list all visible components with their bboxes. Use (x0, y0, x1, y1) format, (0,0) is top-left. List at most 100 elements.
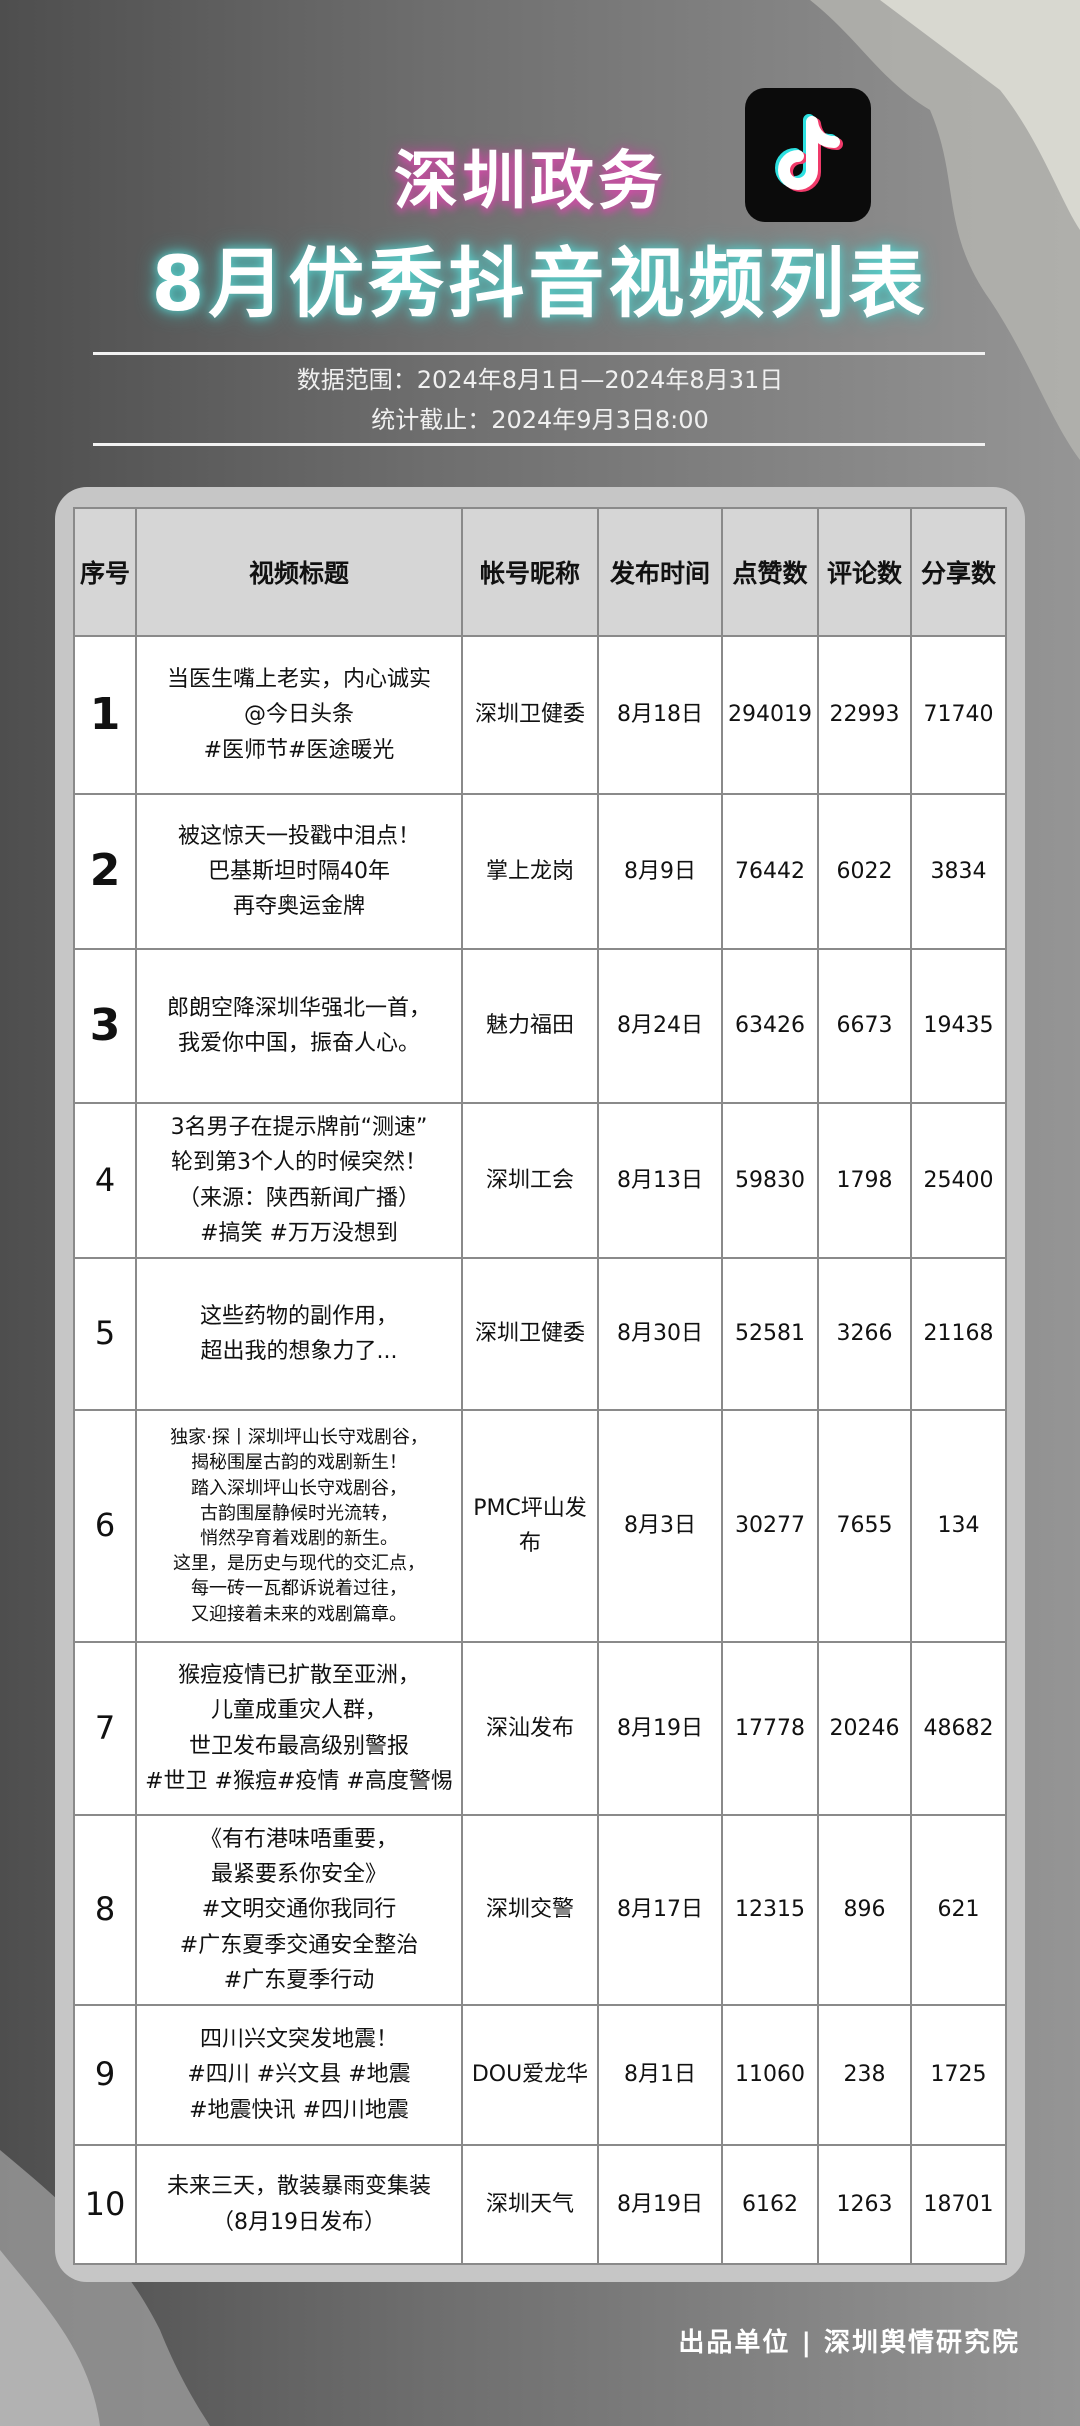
title-line: 这些药物的副作用， (199, 1303, 398, 1329)
video-title: 未来三天，散装暴雨变集装 （8月19日发布） (135, 2144, 463, 2265)
account-name: 深圳卫健委 (461, 1257, 599, 1411)
table-row: 4 3名男子在提示牌前“测速” 轮到第3个人的时候突然！ （来源：陕西新闻广播） #搞笑… (73, 1102, 1007, 1259)
title-line2: 8月优秀抖音视频列表 (151, 239, 929, 328)
table-row: 9 四川兴文突发地震！ #四川 #兴文县 #地震 #地震快讯 #四川地震 DOU爱龙华 8… (73, 2004, 1007, 2146)
title-line: 又迎接着未来的戏剧篇章。 (191, 1603, 407, 1625)
row-number: 4 (73, 1102, 137, 1259)
title-line: 我爱你中国，振奋人心。 (177, 1031, 420, 1056)
video-title: 被这惊天一投戳中泪点！ 巴基斯坦时隔40年 再夺奥运金牌 (135, 793, 463, 950)
comment-count: 896 (817, 1814, 912, 2006)
like-count: 17778 (721, 1641, 819, 1816)
video-title: 当医生嘴上老实，内心诚实 @今日头条 #医师节#医途暖光 (135, 635, 463, 795)
table-row: 1 当医生嘴上老实，内心诚实 @今日头条 #医师节#医途暖光 深圳卫健委 8月18日 294… (73, 635, 1007, 795)
row-number: 5 (73, 1257, 137, 1411)
publish-date: 8月30日 (597, 1257, 723, 1411)
table-row: 6 独家·探丨深圳坪山长守戏剧谷， 揭秘围屋古韵的戏剧新生！ 踏入深圳坪山长守戏剧谷，… (73, 1409, 1007, 1643)
table-row: 10 未来三天，散装暴雨变集装 （8月19日发布） 深圳天气 8月19日 6162 1263… (73, 2144, 1007, 2265)
row-number: 6 (73, 1409, 137, 1643)
like-count: 12315 (721, 1814, 819, 2006)
title-line: #广东夏季行动 (223, 1967, 375, 1993)
like-count: 11060 (721, 2004, 819, 2146)
account-name: 深汕发布 (461, 1641, 599, 1816)
like-count: 6162 (721, 2144, 819, 2265)
title-line: 儿童成重灾人群， (210, 1698, 387, 1724)
like-count: 294019 (721, 635, 819, 795)
account-name: 掌上龙岗 (461, 793, 599, 950)
share-count: 19435 (910, 948, 1007, 1104)
title-line: #地震快讯 #四川地震 (189, 2097, 409, 2123)
publish-date: 8月24日 (597, 948, 723, 1104)
account-name: PMC坪山发布 (461, 1409, 599, 1643)
publish-date: 8月17日 (597, 1814, 723, 2006)
like-count: 30277 (721, 1409, 819, 1643)
row-number: 2 (73, 793, 137, 950)
row-number: 7 (73, 1641, 137, 1816)
title-line: #医师节#医途暖光 (203, 737, 395, 763)
share-count: 3834 (910, 793, 1007, 950)
title-line: #广东夏季交通安全整治 (179, 1932, 419, 1958)
col-likes-header: 点赞数 (721, 507, 819, 637)
publish-date: 8月13日 (597, 1102, 723, 1259)
col-date-header: 发布时间 (597, 507, 723, 637)
like-count: 59830 (721, 1102, 819, 1259)
producer-credit: 出品单位 | 深圳舆情研究院 (678, 2328, 1020, 2358)
row-number: 3 (73, 948, 137, 1104)
title-line: 四川兴文突发地震！ (199, 2027, 398, 2053)
video-title: 四川兴文突发地震！ #四川 #兴文县 #地震 #地震快讯 #四川地震 (135, 2004, 463, 2146)
share-count: 134 (910, 1409, 1007, 1643)
video-title: 猴痘疫情已扩散至亚洲， 儿童成重灾人群， 世卫发布最高级别警报 #世卫 #猴痘#疫情 … (135, 1641, 463, 1816)
title-line: （8月19日发布） (212, 2209, 386, 2235)
share-count: 1725 (910, 2004, 1007, 2146)
publish-date: 8月3日 (597, 1409, 723, 1643)
tiktok-icon (745, 88, 871, 222)
title-line: 当医生嘴上老实，内心诚实 (166, 667, 431, 693)
row-number: 9 (73, 2004, 137, 2146)
publish-date: 8月19日 (597, 2144, 723, 2265)
title-line1: 深圳政务 (394, 145, 666, 219)
table-header: 序号 视频标题 帐号昵称 发布时间 点赞数 评论数 分享数 (73, 507, 1007, 637)
share-count: 48682 (910, 1641, 1007, 1816)
row-number: 8 (73, 1814, 137, 2006)
share-count: 18701 (910, 2144, 1007, 2265)
cutoff-time: 统计截止：2024年9月3日8:00 (371, 406, 709, 434)
share-count: 621 (910, 1814, 1007, 2006)
title-line: 被这惊天一投戳中泪点！ (177, 823, 420, 849)
like-count: 52581 (721, 1257, 819, 1411)
title-line: 这里，是历史与现代的交汇点， (173, 1553, 425, 1575)
comment-count: 1798 (817, 1102, 912, 1259)
account-name: DOU爱龙华 (461, 2004, 599, 2146)
title-line: 郎朗空降深圳华强北一首， (166, 995, 431, 1021)
title-line: 揭秘围屋古韵的戏剧新生！ (191, 1452, 407, 1474)
title-line: 踏入深圳坪山长守戏剧谷， (191, 1477, 407, 1499)
video-title: 独家·探丨深圳坪山长守戏剧谷， 揭秘围屋古韵的戏剧新生！ 踏入深圳坪山长守戏剧谷， 古… (135, 1409, 463, 1643)
comment-count: 1263 (817, 2144, 912, 2265)
col-comments-header: 评论数 (817, 507, 912, 637)
share-count: 21168 (910, 1257, 1007, 1411)
comment-count: 238 (817, 2004, 912, 2146)
title-line: 轮到第3个人的时候突然！ (171, 1150, 427, 1176)
table-row: 8 《有冇港味唔重要， 最紧要系你安全》 #文明交通你我同行 #广东夏季交通安全整治 #广… (73, 1814, 1007, 2006)
title-line: #世卫 #猴痘#疫情 #高度警惕 (145, 1768, 453, 1794)
video-title: 这些药物的副作用， 超出我的想象力了... (135, 1257, 463, 1411)
row-number: 1 (73, 635, 137, 795)
table-row: 7 猴痘疫情已扩散至亚洲， 儿童成重灾人群， 世卫发布最高级别警报 #世卫 #猴痘#疫情… (73, 1641, 1007, 1816)
row-number: 10 (73, 2144, 137, 2265)
comment-count: 6673 (817, 948, 912, 1104)
video-title: 郎朗空降深圳华强北一首， 我爱你中国，振奋人心。 (135, 948, 463, 1104)
share-count: 71740 (910, 635, 1007, 795)
title-line: @今日头条 (243, 702, 354, 728)
col-shares-header: 分享数 (910, 507, 1007, 637)
video-title: 3名男子在提示牌前“测速” 轮到第3个人的时候突然！ （来源：陕西新闻广播） #搞笑 … (135, 1102, 463, 1259)
share-count: 25400 (910, 1102, 1007, 1259)
comment-count: 7655 (817, 1409, 912, 1643)
divider (93, 352, 985, 355)
comment-count: 20246 (817, 1641, 912, 1816)
publish-date: 8月9日 (597, 793, 723, 950)
title-line: #四川 #兴文县 #地震 (187, 2062, 411, 2088)
video-table: 序号 视频标题 帐号昵称 发布时间 点赞数 评论数 分享数 1 当医生嘴上老实，内心诚实 @今日… (73, 507, 1007, 2265)
table-row: 5 这些药物的副作用， 超出我的想象力了... 深圳卫健委 8月30日 52581 3266… (73, 1257, 1007, 1411)
title-line: 最紧要系你安全》 (210, 1862, 387, 1888)
publish-date: 8月19日 (597, 1641, 723, 1816)
title-line: 再夺奥运金牌 (232, 894, 365, 920)
